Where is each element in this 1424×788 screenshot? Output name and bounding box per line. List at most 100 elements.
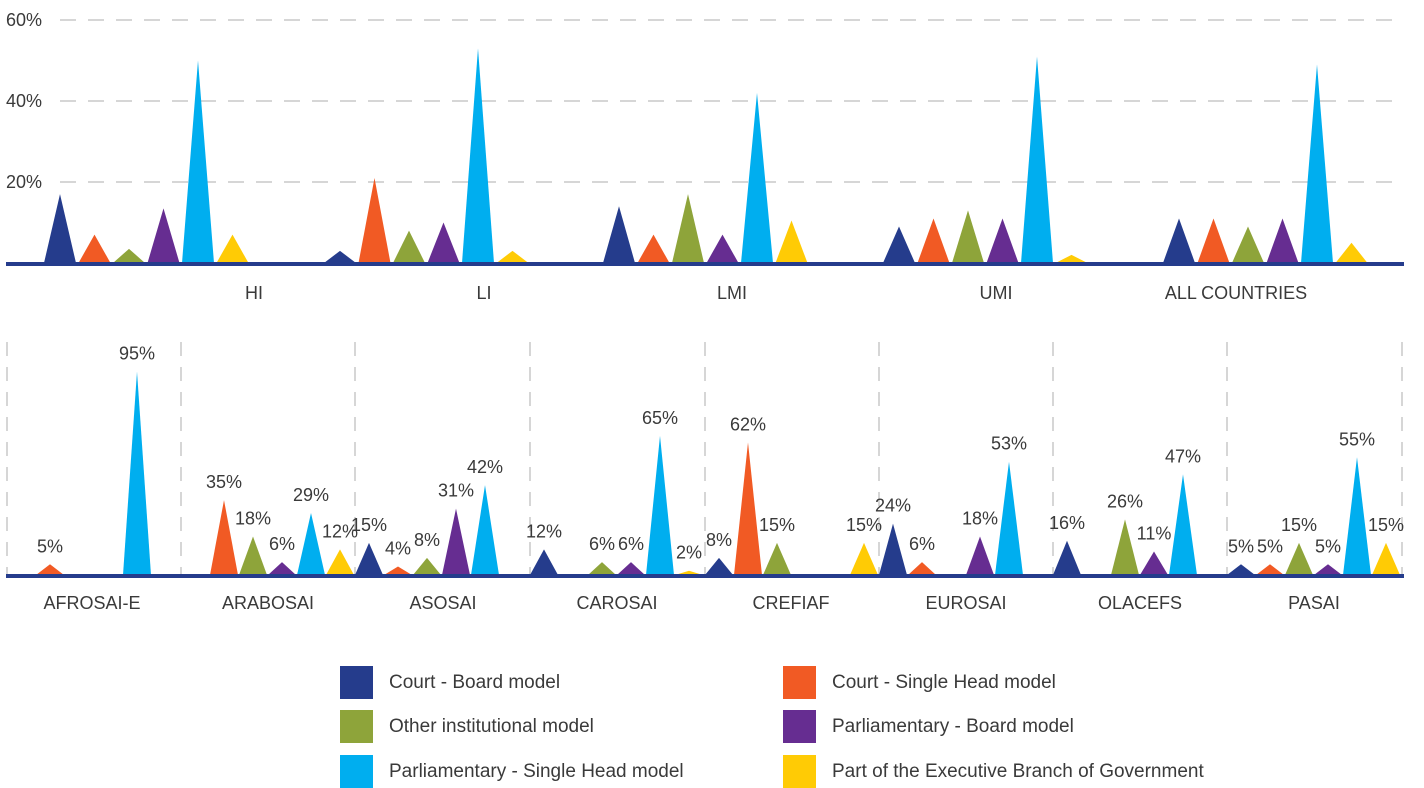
data-label: 29% [293, 485, 329, 505]
triangle-court-board-model-pasai [1227, 564, 1255, 575]
triangle-parliamentary-board-model-olacefs [1140, 551, 1168, 575]
triangle-other-institutional-model-pasai [1285, 542, 1313, 575]
data-label: 5% [37, 536, 63, 556]
triangle-parliamentary-single-head-model-carosai [646, 435, 674, 575]
data-label: 18% [962, 508, 998, 528]
triangle-part-of-the-executive-branch-of-government-arabosai [326, 549, 354, 575]
triangle-other-institutional-model-3 [952, 210, 984, 263]
triangle-court-single-head-model-4 [1197, 218, 1230, 263]
triangle-court-board-model-asosai [355, 542, 383, 575]
data-label: 16% [1049, 513, 1085, 533]
triangle-parliamentary-board-model-asosai [442, 508, 470, 575]
data-label: 8% [706, 530, 732, 550]
triangle-court-single-head-model-eurosai [908, 562, 936, 575]
triangle-part-of-the-executive-branch-of-government-0 [216, 234, 249, 263]
triangle-other-institutional-model-4 [1232, 226, 1264, 263]
data-label: 6% [269, 534, 295, 554]
triangle-other-institutional-model-asosai [413, 557, 441, 575]
triangle-parliamentary-single-head-model-eurosai [995, 461, 1023, 575]
triangle-court-board-model-eurosai [879, 523, 907, 575]
data-label: 6% [618, 534, 644, 554]
category-label: LMI [717, 283, 747, 303]
data-label: 18% [235, 508, 271, 528]
data-label: 12% [526, 521, 562, 541]
triangle-parliamentary-single-head-model-0 [182, 60, 214, 263]
triangle-parliamentary-single-head-model-pasai [1343, 457, 1371, 575]
data-label: 15% [759, 515, 795, 535]
data-label: 15% [1281, 515, 1317, 535]
data-label: 35% [206, 472, 242, 492]
triangle-other-institutional-model-1 [393, 230, 425, 263]
category-label: AFROSAI-E [43, 593, 140, 613]
data-label: 5% [1228, 536, 1254, 556]
data-label: 6% [909, 534, 935, 554]
triangle-court-single-head-model-arabosai [210, 500, 238, 575]
data-label: 8% [414, 530, 440, 550]
triangle-court-board-model-olacefs [1053, 540, 1081, 575]
category-label: HI [245, 283, 263, 303]
triangle-parliamentary-board-model-arabosai [268, 562, 296, 575]
triangle-other-institutional-model-2 [672, 194, 704, 263]
triangle-court-board-model-1 [324, 250, 356, 263]
triangle-parliamentary-single-head-model-arabosai [297, 512, 325, 575]
triangle-court-board-model-4 [1163, 218, 1195, 263]
triangle-part-of-the-executive-branch-of-government-carosai [675, 570, 703, 575]
data-label: 55% [1339, 429, 1375, 449]
triangle-other-institutional-model-carosai [588, 562, 616, 575]
triangle-other-institutional-model-olacefs [1111, 519, 1139, 575]
triangle-parliamentary-board-model-carosai [617, 562, 645, 575]
y-tick-label: 60% [6, 10, 42, 30]
triangle-other-institutional-model-0 [113, 248, 145, 263]
triangle-court-board-model-2 [603, 206, 635, 263]
data-label: 2% [676, 543, 702, 563]
data-label: 31% [438, 481, 474, 501]
category-label: ASOSAI [409, 593, 476, 613]
category-label: EUROSAI [925, 593, 1006, 613]
triangle-parliamentary-single-head-model-2 [741, 92, 773, 264]
data-label: 11% [1137, 523, 1172, 543]
triangle-parliamentary-board-model-3 [986, 218, 1019, 263]
triangle-court-single-head-model-0 [78, 234, 111, 263]
triangle-parliamentary-single-head-model-afrosai-e [123, 371, 151, 575]
data-label: 47% [1165, 446, 1201, 466]
triangle-court-single-head-model-pasai [1256, 564, 1284, 575]
triangle-part-of-the-executive-branch-of-government-crefiaf [850, 542, 878, 575]
triangle-part-of-the-executive-branch-of-government-3 [1055, 254, 1088, 263]
triangle-court-board-model-carosai [530, 549, 558, 575]
category-label: OLACEFS [1098, 593, 1182, 613]
data-label: 12% [322, 521, 358, 541]
data-label: 15% [846, 515, 882, 535]
data-label: 42% [467, 457, 503, 477]
triangle-part-of-the-executive-branch-of-government-2 [775, 220, 808, 263]
triangle-parliamentary-board-model-pasai [1314, 564, 1342, 575]
triangle-court-single-head-model-1 [358, 177, 391, 263]
triangle-court-board-model-3 [883, 226, 915, 263]
data-label: 65% [642, 408, 678, 428]
data-label: 5% [1257, 536, 1283, 556]
triangle-parliamentary-board-model-4 [1266, 218, 1299, 263]
triangle-part-of-the-executive-branch-of-government-1 [496, 250, 529, 263]
data-label: 26% [1107, 491, 1143, 511]
data-label: 6% [589, 534, 615, 554]
triangle-court-single-head-model-3 [917, 218, 950, 263]
y-tick-label: 40% [6, 91, 42, 111]
category-label: PASAI [1288, 593, 1340, 613]
data-label: 5% [1315, 536, 1341, 556]
triangle-court-single-head-model-2 [637, 234, 670, 263]
data-label: 15% [1368, 515, 1404, 535]
triangle-court-single-head-model-asosai [384, 566, 412, 575]
triangle-parliamentary-board-model-1 [427, 222, 460, 263]
triangle-parliamentary-single-head-model-3 [1021, 56, 1053, 264]
triangle-other-institutional-model-crefiaf [763, 542, 791, 575]
triangle-part-of-the-executive-branch-of-government-4 [1335, 242, 1368, 263]
triangle-court-single-head-model-afrosai-e [36, 564, 64, 575]
triangle-parliamentary-board-model-eurosai [966, 536, 994, 575]
data-label: 62% [730, 414, 766, 434]
category-label: ARABOSAI [222, 593, 314, 613]
category-label: UMI [980, 283, 1013, 303]
triangle-parliamentary-single-head-model-1 [462, 48, 494, 263]
category-label: CAROSAI [576, 593, 657, 613]
data-label: 24% [875, 496, 911, 516]
triangle-part-of-the-executive-branch-of-government-pasai [1372, 542, 1400, 575]
